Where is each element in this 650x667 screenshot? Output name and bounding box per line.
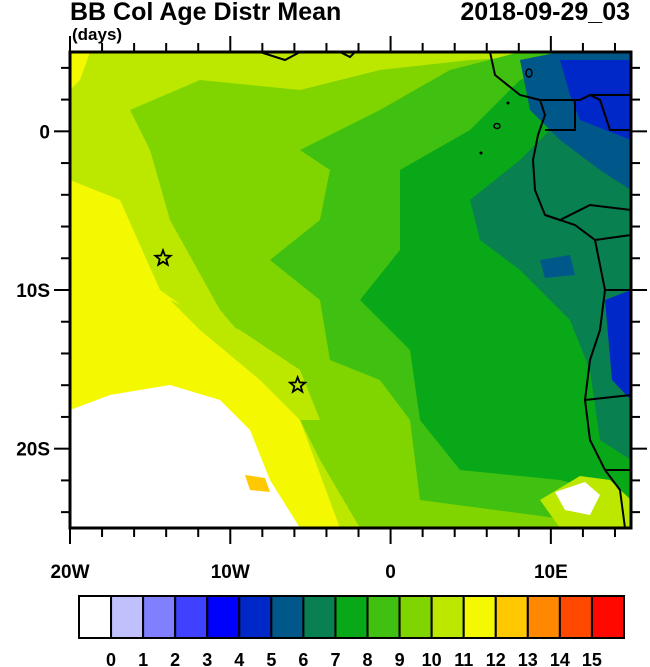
colorbar-label: 5: [266, 650, 276, 667]
star-marker: [287, 374, 308, 394]
y-tick-label: 20S: [16, 440, 50, 461]
markers: [153, 247, 308, 394]
colorbar-box: [558, 595, 593, 639]
field-0: [70, 385, 300, 528]
colorbar-label: 11: [454, 650, 473, 667]
colorbar-box: [494, 595, 529, 639]
y-tick-label: 10S: [16, 281, 50, 302]
borders: [540, 94, 631, 471]
colorbar-label: 1: [138, 650, 148, 667]
colorbar: 0 1 2 3 4 5 6 7 8 9 10 11 12 13 14 15: [78, 595, 625, 667]
x-tick-label: 10W: [211, 562, 250, 583]
colorbar-label: 8: [363, 650, 373, 667]
axis-ticks: [54, 36, 647, 544]
colorbar-box: [270, 595, 305, 639]
island: [493, 122, 501, 130]
colorbar-label: 4: [234, 650, 244, 667]
colorbar-label: 9: [395, 650, 405, 667]
x-tick-label: 10E: [534, 562, 568, 583]
colorbar-box: [526, 595, 561, 639]
x-tick-label: 20W: [50, 562, 89, 583]
plot-title: BB Col Age Distr Mean: [70, 0, 342, 26]
x-tick-label: 0: [385, 562, 396, 583]
colorbar-box: [142, 595, 177, 639]
colorbar-label: 14: [550, 650, 570, 667]
colorbar-box: [302, 595, 337, 639]
field-6-7: [470, 100, 631, 460]
colorbar-label: 3: [202, 650, 212, 667]
colorbar-box: [430, 595, 465, 639]
colorbar-label: 12: [486, 650, 506, 667]
colorbar-box: [366, 595, 401, 639]
field: [70, 52, 631, 528]
island: [525, 68, 533, 78]
colorbar-label: 2: [170, 650, 180, 667]
colorbar-box: [462, 595, 497, 639]
colorbar-label: 15: [582, 650, 602, 667]
colorbar-box: [206, 595, 241, 639]
field-12-13: [245, 475, 270, 492]
colorbar-label: 0: [106, 650, 116, 667]
date-label: 2018-09-29_03: [460, 0, 630, 26]
colorbar-label: 13: [518, 650, 538, 667]
colorbar-box: [334, 595, 369, 639]
colorbar-box: [238, 595, 273, 639]
colorbar-label: 6: [298, 650, 308, 667]
colorbar-box: [174, 595, 209, 639]
field-4-5: [560, 60, 631, 140]
units-label: (days): [72, 25, 123, 44]
y-tick-label: 0: [39, 122, 50, 143]
colorbar-box: [78, 595, 113, 639]
colorbar-label: 7: [330, 650, 340, 667]
colorbar-box: [398, 595, 433, 639]
colorbar-box: [590, 595, 625, 639]
colorbar-label: 10: [422, 650, 442, 667]
colorbar-box: [110, 595, 145, 639]
star-marker: [153, 247, 174, 267]
